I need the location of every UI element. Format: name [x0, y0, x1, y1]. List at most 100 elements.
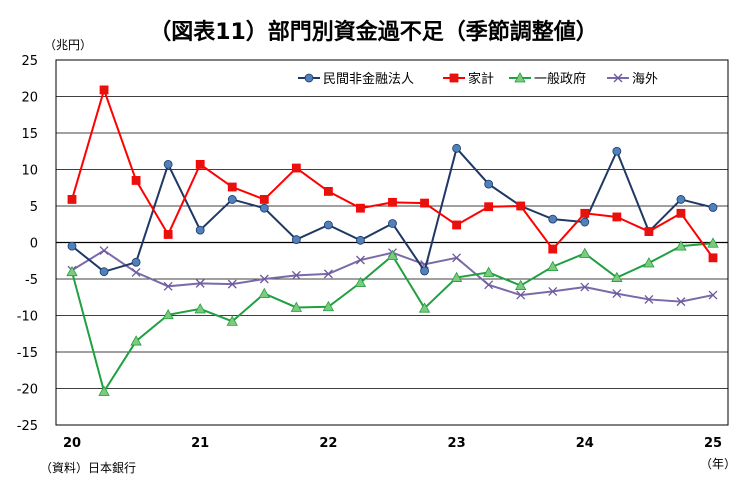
data-point — [548, 244, 558, 254]
data-point — [676, 195, 686, 204]
legend-swatch-marker — [304, 73, 314, 83]
data-point — [163, 230, 173, 239]
y-tick-label: -10 — [17, 310, 38, 325]
data-point — [194, 303, 206, 314]
data-point — [482, 266, 495, 277]
data-point — [354, 276, 367, 288]
data-point — [580, 208, 590, 218]
data-point — [131, 257, 141, 267]
data-point — [484, 179, 494, 189]
y-tick-label: -15 — [17, 346, 38, 361]
data-point — [580, 217, 590, 227]
x-unit-label: （年） — [700, 457, 737, 471]
legend-swatch-marker — [613, 73, 623, 83]
data-point — [579, 247, 591, 258]
data-point — [612, 289, 622, 299]
legend-item: 民間非金融法人 — [298, 71, 414, 87]
data-point — [450, 271, 463, 282]
data-point — [227, 195, 237, 204]
x-tick-label: 24 — [576, 436, 594, 451]
data-point — [644, 227, 654, 236]
chart-title: （図表11）部門別資金過不足（季節調整値） — [149, 20, 598, 45]
data-point — [452, 253, 462, 263]
data-point — [130, 335, 142, 346]
data-point — [67, 241, 77, 251]
data-point — [548, 286, 558, 296]
data-point — [612, 146, 622, 156]
data-point — [708, 290, 718, 300]
data-point — [356, 203, 365, 213]
data-point — [611, 271, 623, 282]
legend-swatch-marker — [449, 73, 459, 83]
data-point — [323, 220, 333, 230]
data-point — [676, 297, 686, 307]
data-point — [547, 260, 559, 271]
y-tick-label: 20 — [21, 91, 38, 106]
legend-item: 海外 — [607, 72, 658, 87]
data-point — [643, 257, 655, 268]
data-point — [452, 220, 462, 230]
y-tick-label: -5 — [25, 273, 38, 288]
y-tick-label: 25 — [21, 54, 38, 69]
data-point — [131, 267, 141, 277]
data-point — [452, 143, 462, 153]
data-point — [99, 267, 109, 277]
data-point — [708, 203, 718, 212]
legend-label: 民間非金融法人 — [323, 71, 414, 87]
data-point — [355, 255, 365, 265]
data-point — [99, 85, 109, 95]
series-0 — [67, 143, 718, 277]
y-unit-label: （兆円） — [44, 38, 93, 52]
data-point — [323, 186, 333, 196]
data-point — [163, 159, 173, 169]
data-point — [195, 278, 205, 288]
legend-item: 家計 — [443, 71, 494, 87]
data-point — [259, 195, 269, 204]
data-point — [708, 253, 718, 263]
data-point — [676, 208, 686, 218]
data-point — [386, 249, 399, 261]
y-tick-label: -25 — [17, 419, 38, 434]
data-point — [707, 237, 719, 248]
y-tick-label: 10 — [21, 164, 38, 179]
y-tick-label: 15 — [21, 127, 38, 142]
data-point — [484, 202, 494, 212]
data-point — [418, 302, 431, 313]
y-tick-label: 0 — [30, 237, 38, 252]
data-point — [195, 159, 205, 169]
legend-label: 一般政府 — [534, 71, 586, 87]
data-point — [323, 269, 333, 279]
data-point — [131, 176, 141, 185]
data-point — [644, 294, 654, 304]
data-point — [259, 203, 269, 213]
x-tick-label: 21 — [191, 436, 209, 451]
data-point — [259, 274, 269, 284]
data-point — [388, 219, 397, 228]
data-point — [515, 279, 527, 290]
data-point — [420, 198, 429, 208]
data-point — [420, 266, 429, 276]
data-point — [162, 308, 174, 320]
data-point — [163, 281, 173, 291]
data-point — [612, 212, 622, 222]
legend-swatch-marker — [514, 72, 526, 83]
data-point — [291, 163, 301, 173]
data-point — [356, 235, 365, 245]
source-label: （資料）日本銀行 — [40, 461, 137, 475]
data-point — [516, 290, 526, 300]
data-point — [484, 280, 494, 290]
x-tick-label: 22 — [319, 436, 337, 451]
data-point — [388, 197, 397, 207]
y-tick-label: 5 — [30, 200, 38, 215]
series-2 — [66, 237, 719, 396]
data-point — [291, 270, 301, 280]
data-point — [226, 315, 238, 326]
data-point — [66, 265, 78, 277]
data-point — [227, 279, 237, 289]
data-point — [580, 282, 590, 292]
x-tick-label: 23 — [448, 436, 466, 451]
data-point — [322, 300, 335, 312]
y-tick-label: -20 — [17, 383, 38, 398]
legend-label: 海外 — [632, 72, 658, 87]
